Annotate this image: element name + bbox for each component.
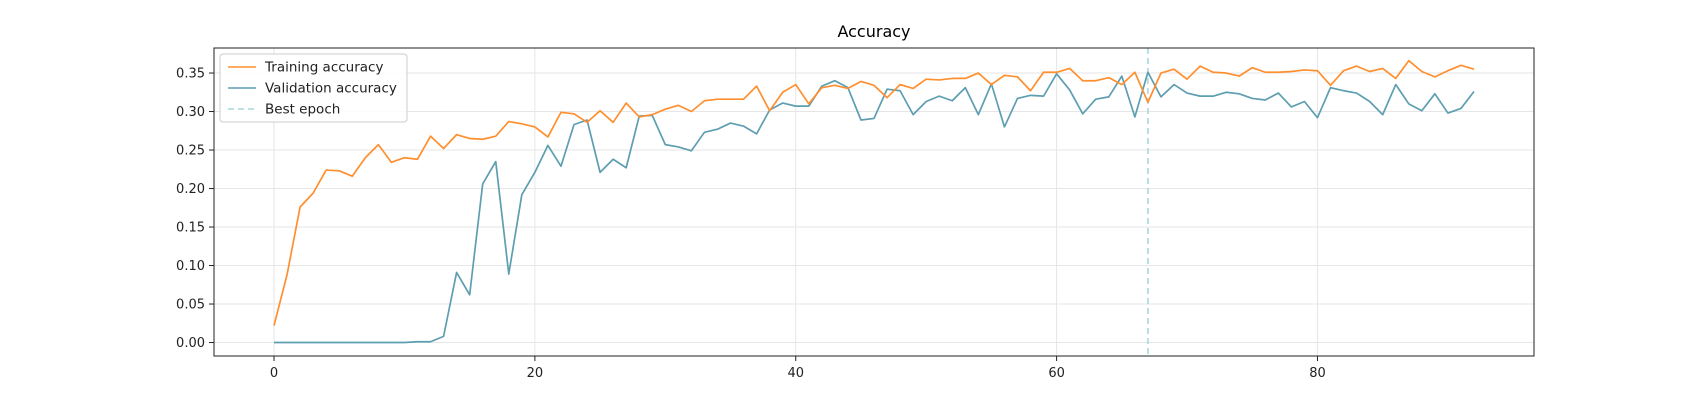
x-tick-label: 0 — [270, 366, 278, 381]
x-axis: 0 20 40 60 80 — [270, 356, 1326, 381]
chart-title: Accuracy — [837, 22, 910, 41]
legend-label-training: Training accuracy — [264, 60, 383, 76]
plot-area-frame — [213, 47, 1535, 357]
y-tick-label: 0.35 — [176, 67, 205, 82]
x-tick-label: 40 — [787, 366, 804, 381]
x-tick-label: 20 — [527, 366, 544, 381]
y-tick-label: 0.20 — [176, 182, 205, 197]
y-tick-label: 0.10 — [176, 259, 205, 274]
y-tick-label: 0.15 — [176, 221, 205, 236]
y-tick-label: 0.25 — [176, 144, 205, 159]
y-tick-label: 0.00 — [176, 336, 205, 351]
training-accuracy-line — [273, 59, 1475, 326]
legend: Training accuracy Validation accuracy Be… — [219, 53, 408, 123]
grid — [214, 48, 1534, 356]
legend-label-best-epoch: Best epoch — [265, 102, 340, 118]
series-layer — [273, 48, 1475, 356]
legend-label-validation: Validation accuracy — [265, 81, 397, 97]
legend-box — [219, 53, 408, 123]
y-tick-label: 0.05 — [176, 298, 205, 313]
x-tick-label: 60 — [1048, 366, 1065, 381]
y-axis: 0.00 0.05 0.10 0.15 0.20 0.25 0.30 0.35 — [176, 67, 214, 351]
y-tick-label: 0.30 — [176, 105, 205, 120]
validation-accuracy-line — [274, 71, 1475, 344]
x-tick-label: 80 — [1309, 366, 1326, 381]
